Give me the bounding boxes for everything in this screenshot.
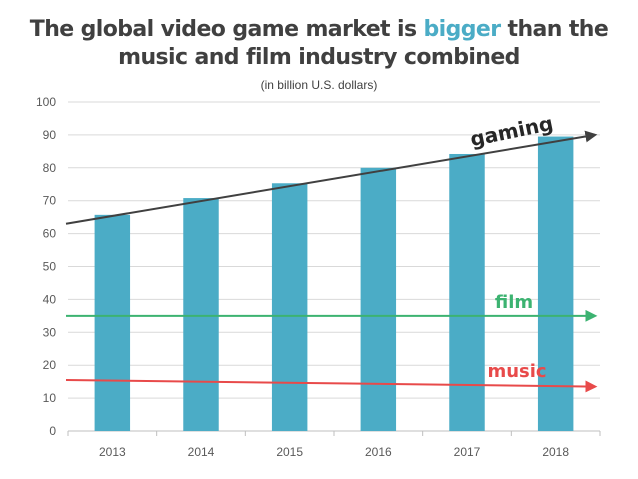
- chart-title: The global video game market is bigger t…: [0, 16, 638, 72]
- trend-label-film: film: [495, 292, 533, 313]
- x-tick-label: 2013: [99, 445, 126, 459]
- bar: [183, 198, 219, 431]
- bar: [449, 153, 485, 431]
- trend-label-music: music: [487, 361, 546, 382]
- title-highlight: bigger: [423, 17, 502, 42]
- trend-line-music: [65, 379, 598, 393]
- y-tick-label: 70: [43, 194, 57, 208]
- y-tick-label: 20: [43, 358, 57, 372]
- x-tick-label: 2016: [365, 445, 392, 459]
- y-tick-label: 10: [43, 391, 57, 405]
- x-tick-label: 2018: [542, 445, 569, 459]
- y-tick-label: 80: [43, 161, 57, 175]
- bar: [360, 167, 397, 432]
- y-tick-label: 90: [43, 128, 57, 142]
- title-text-start: The global video game market is: [29, 17, 424, 42]
- y-tick-label: 60: [43, 227, 57, 241]
- bar: [94, 214, 131, 431]
- y-tick-label: 30: [43, 325, 57, 339]
- bar: [537, 136, 574, 432]
- title-line-1: The global video game market is bigger t…: [0, 16, 638, 44]
- x-tick-label: 2015: [276, 445, 303, 459]
- chart-subtitle: (in billion U.S. dollars): [260, 78, 378, 92]
- y-tick-label: 100: [36, 95, 56, 109]
- y-tick-label: 0: [49, 424, 56, 438]
- bar: [271, 183, 308, 431]
- y-tick-label: 40: [43, 292, 57, 306]
- trend-line-gaming: [65, 130, 598, 225]
- y-tick-label: 50: [43, 260, 57, 274]
- title-line-2: music and film industry combined: [118, 45, 520, 70]
- title-text-end: than the: [500, 17, 609, 42]
- x-tick-label: 2014: [188, 445, 215, 459]
- x-tick-label: 2017: [454, 445, 481, 459]
